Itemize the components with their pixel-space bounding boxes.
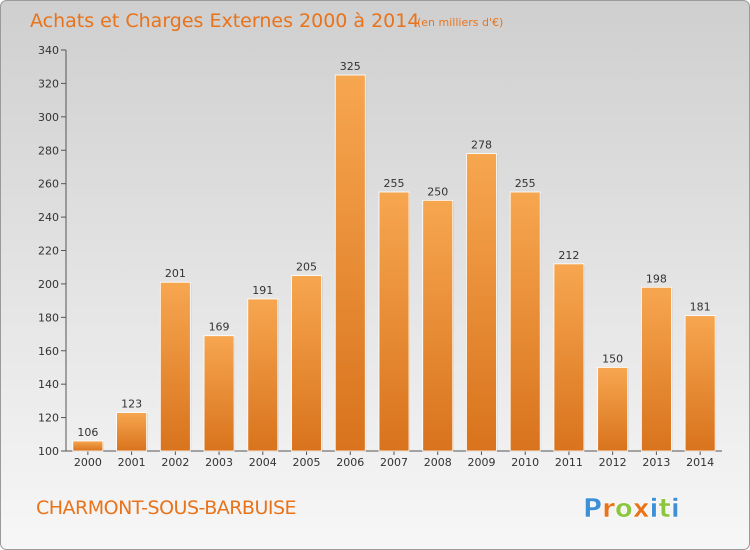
y-tick-label: 260 bbox=[38, 178, 59, 191]
x-tick-label: 2009 bbox=[467, 456, 495, 469]
x-tick-label: 2004 bbox=[249, 456, 277, 469]
y-tick-label: 240 bbox=[38, 211, 59, 224]
bar bbox=[597, 367, 629, 452]
bar-value-label: 198 bbox=[646, 272, 667, 285]
logo-letter: r bbox=[602, 494, 615, 524]
x-tick-label: 2012 bbox=[599, 456, 627, 469]
y-tick-label: 140 bbox=[38, 378, 59, 391]
bar bbox=[159, 281, 191, 452]
bar bbox=[422, 199, 454, 452]
bar-value-label: 191 bbox=[252, 284, 273, 297]
proxiti-logo: Proxiti bbox=[583, 494, 680, 524]
bar-value-label: 201 bbox=[165, 267, 186, 280]
bar bbox=[203, 335, 235, 452]
x-tick-label: 2003 bbox=[205, 456, 233, 469]
y-tick-label: 300 bbox=[38, 111, 59, 124]
x-tick-label: 2011 bbox=[555, 456, 583, 469]
x-tick-label: 2007 bbox=[380, 456, 408, 469]
bar-value-label: 255 bbox=[515, 177, 536, 190]
x-tick-label: 2001 bbox=[118, 456, 146, 469]
x-tick-label: 2010 bbox=[511, 456, 539, 469]
bar-value-label: 181 bbox=[690, 301, 711, 314]
logo-letter: t bbox=[658, 494, 670, 524]
y-axis: 100 120 140 160 180 200 220 240 260 280 300 320 340 bbox=[38, 44, 67, 458]
bar bbox=[334, 74, 366, 452]
bar-value-label: 123 bbox=[121, 398, 142, 411]
y-tick-label: 120 bbox=[38, 412, 59, 425]
bar bbox=[641, 286, 672, 452]
y-tick-label: 280 bbox=[38, 144, 59, 157]
bar-value-label: 150 bbox=[602, 352, 623, 365]
logo-letter: x bbox=[633, 494, 650, 524]
x-tick-label: 2002 bbox=[161, 456, 189, 469]
bar bbox=[378, 191, 410, 452]
y-tick-label: 200 bbox=[38, 278, 59, 291]
y-tick-label: 160 bbox=[38, 345, 59, 358]
x-tick-label: 2006 bbox=[336, 456, 364, 469]
bar-value-label: 169 bbox=[209, 321, 230, 334]
commune-name: CHARMONT-SOUS-BARBUISE bbox=[36, 497, 296, 519]
bar bbox=[684, 315, 716, 452]
y-tick-label: 320 bbox=[38, 77, 59, 90]
logo-letter: P bbox=[583, 494, 602, 524]
y-tick-label: 180 bbox=[38, 311, 59, 324]
y-tick-label: 340 bbox=[38, 44, 59, 57]
bars: 106 123 201 169 191 205 325 255 250 278 255 212 150 1… bbox=[72, 60, 717, 452]
x-tick-label: 2000 bbox=[74, 456, 102, 469]
bar-value-label: 325 bbox=[340, 60, 361, 73]
logo-letter: i bbox=[650, 494, 659, 524]
x-tick-label: 2014 bbox=[686, 456, 714, 469]
x-tick-label: 2008 bbox=[424, 456, 452, 469]
logo-letter: o bbox=[615, 494, 633, 524]
bar-value-label: 212 bbox=[558, 249, 579, 262]
y-tick-label: 220 bbox=[38, 245, 59, 258]
bar bbox=[291, 275, 322, 452]
chart-unit: (en milliers d'€) bbox=[417, 16, 503, 29]
y-tick-label: 100 bbox=[38, 445, 59, 458]
bar-value-label: 106 bbox=[77, 426, 98, 439]
x-tick-label: 2005 bbox=[293, 456, 321, 469]
bar bbox=[553, 263, 585, 452]
bar bbox=[466, 153, 497, 452]
bar-value-label: 205 bbox=[296, 261, 317, 274]
bar-value-label: 278 bbox=[471, 139, 492, 152]
bar bbox=[116, 412, 147, 452]
bar bbox=[72, 440, 104, 452]
bar bbox=[247, 298, 279, 452]
x-tick-label: 2013 bbox=[642, 456, 670, 469]
bar-value-label: 255 bbox=[384, 177, 405, 190]
logo-letter: i bbox=[671, 494, 680, 524]
bar-value-label: 250 bbox=[427, 185, 448, 198]
bar bbox=[509, 191, 541, 452]
chart-title: Achats et Charges Externes 2000 à 2014 bbox=[30, 10, 419, 32]
